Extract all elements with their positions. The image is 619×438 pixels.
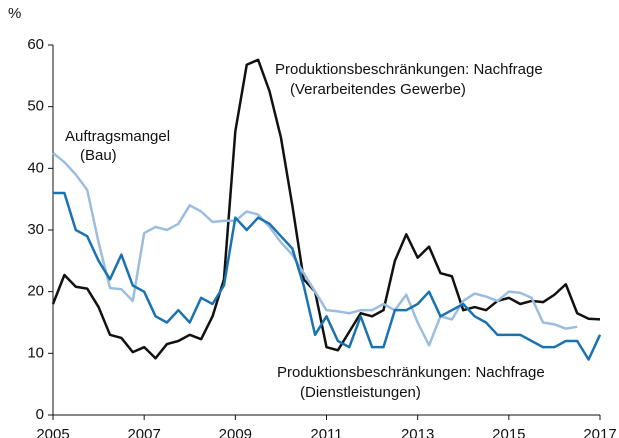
series-line xyxy=(53,191,602,361)
series-line xyxy=(52,151,578,347)
y-tick-label: 10 xyxy=(27,344,44,361)
y-tick-label: 40 xyxy=(27,159,44,176)
x-tick-label: 2007 xyxy=(127,426,160,438)
y-tick-label: 20 xyxy=(27,283,44,300)
x-tick-label: 2017 xyxy=(583,426,616,438)
series-label: (Dienstleistungen) xyxy=(300,384,421,401)
series-label: Produktionsbeschränkungen: Nachfrage xyxy=(277,364,545,381)
y-axis-label: % xyxy=(8,5,21,22)
y-tick-label: 60 xyxy=(27,36,44,53)
series-label: (Bau) xyxy=(80,147,117,164)
x-tick-label: 2009 xyxy=(219,426,252,438)
y-tick-label: 50 xyxy=(27,98,44,115)
y-tick-label: 30 xyxy=(27,221,44,238)
series-label: Auftragsmangel xyxy=(65,128,170,145)
x-tick-label: 2013 xyxy=(401,426,434,438)
x-tick-label: 2005 xyxy=(36,426,69,438)
x-tick-label: 2011 xyxy=(310,426,342,438)
series-line xyxy=(51,58,601,360)
y-tick-label: 0 xyxy=(36,406,44,423)
x-tick-label: 2015 xyxy=(492,426,525,438)
series-label: Produktionsbeschränkungen: Nachfrage xyxy=(275,61,543,78)
series-label: (Verarbeitendes Gewerbe) xyxy=(290,81,466,98)
